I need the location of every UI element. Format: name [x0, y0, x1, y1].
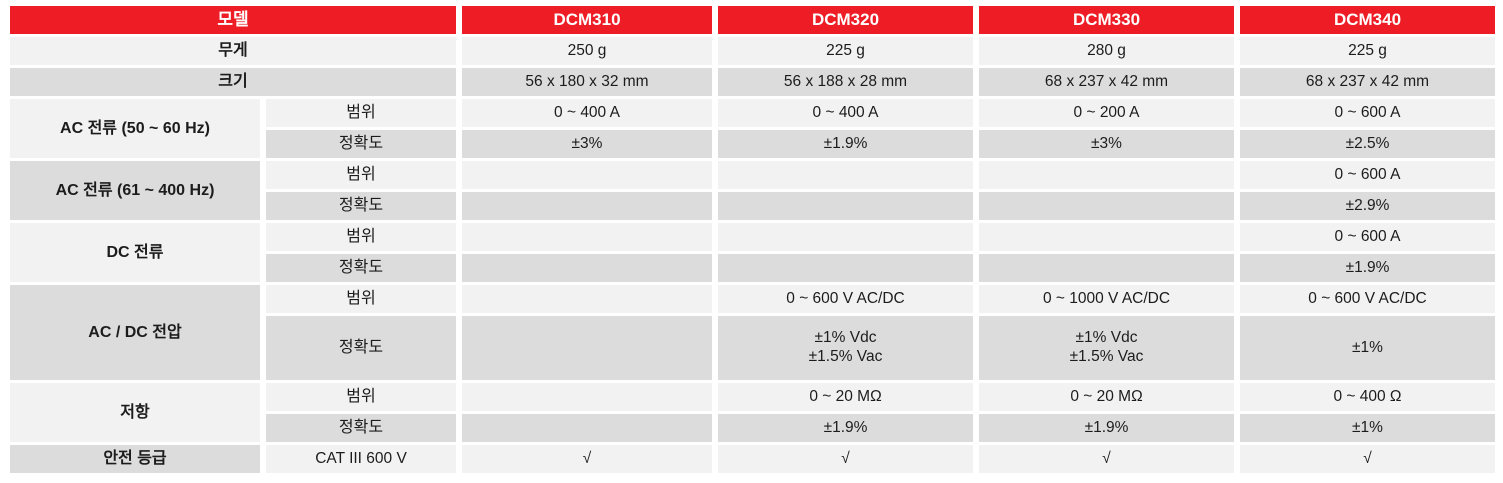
voltage-accuracy-dcm310	[462, 316, 712, 380]
ac400-accuracy-dcm310	[462, 192, 712, 220]
resistance-range-label: 범위	[266, 383, 456, 411]
ac400-accuracy-dcm330	[979, 192, 1234, 220]
resistance-range-dcm330: 0 ~ 20 MΩ	[979, 383, 1234, 411]
safety-check-dcm330: √	[979, 445, 1234, 473]
ac50-range-dcm310: 0 ~ 400 A	[462, 99, 712, 127]
ac400-range-dcm330	[979, 161, 1234, 189]
header-model-dcm340: DCM340	[1240, 6, 1495, 34]
voltage-accuracy-dcm320: ±1% Vdc ±1.5% Vac	[718, 316, 973, 380]
ac50-accuracy-dcm340: ±2.5%	[1240, 130, 1495, 158]
ac50-range-dcm340: 0 ~ 600 A	[1240, 99, 1495, 127]
ac50-range-label: 범위	[266, 99, 456, 127]
dc-range-label: 범위	[266, 223, 456, 251]
safety-check-dcm320: √	[718, 445, 973, 473]
resistance-accuracy-dcm320: ±1.9%	[718, 414, 973, 442]
resistance-accuracy-label: 정확도	[266, 414, 456, 442]
ac50-accuracy-label: 정확도	[266, 130, 456, 158]
resistance-range-dcm320: 0 ~ 20 MΩ	[718, 383, 973, 411]
voltage-range-dcm330: 0 ~ 1000 V AC/DC	[979, 285, 1234, 313]
size-value-dcm340: 68 x 237 x 42 mm	[1240, 68, 1495, 96]
resistance-range-dcm310	[462, 383, 712, 411]
weight-label: 무게	[10, 37, 456, 65]
group-label-ac-current-50-60hz: AC 전류 (50 ~ 60 Hz)	[10, 99, 260, 158]
voltage-accuracy-dcm340: ±1%	[1240, 316, 1495, 380]
safety-rating-label: 안전 등급	[10, 445, 260, 473]
ac400-accuracy-label: 정확도	[266, 192, 456, 220]
header-model-dcm320: DCM320	[718, 6, 973, 34]
size-value-dcm310: 56 x 180 x 32 mm	[462, 68, 712, 96]
voltage-accuracy-dcm330: ±1% Vdc ±1.5% Vac	[979, 316, 1234, 380]
voltage-range-dcm310	[462, 285, 712, 313]
group-label-dc-current: DC 전류	[10, 223, 260, 282]
safety-check-dcm310: √	[462, 445, 712, 473]
group-label-acdc-voltage: AC / DC 전압	[10, 285, 260, 380]
resistance-accuracy-dcm340: ±1%	[1240, 414, 1495, 442]
dc-accuracy-dcm310	[462, 254, 712, 282]
weight-value-dcm320: 225 g	[718, 37, 973, 65]
dc-range-dcm330	[979, 223, 1234, 251]
header-model-dcm330: DCM330	[979, 6, 1234, 34]
ac50-range-dcm330: 0 ~ 200 A	[979, 99, 1234, 127]
header-model-label: 모델	[10, 6, 456, 34]
spec-table: 모델 DCM310 DCM320 DCM330 DCM340 무게 250 g …	[10, 6, 1497, 473]
dc-range-dcm320	[718, 223, 973, 251]
ac400-range-dcm310	[462, 161, 712, 189]
ac400-accuracy-dcm340: ±2.9%	[1240, 192, 1495, 220]
size-value-dcm320: 56 x 188 x 28 mm	[718, 68, 973, 96]
ac400-range-label: 범위	[266, 161, 456, 189]
voltage-range-dcm340: 0 ~ 600 V AC/DC	[1240, 285, 1495, 313]
dc-accuracy-label: 정확도	[266, 254, 456, 282]
dc-range-dcm310	[462, 223, 712, 251]
ac400-range-dcm340: 0 ~ 600 A	[1240, 161, 1495, 189]
voltage-range-label: 범위	[266, 285, 456, 313]
group-label-resistance: 저항	[10, 383, 260, 442]
header-model-dcm310: DCM310	[462, 6, 712, 34]
ac50-accuracy-dcm310: ±3%	[462, 130, 712, 158]
dc-range-dcm340: 0 ~ 600 A	[1240, 223, 1495, 251]
voltage-range-dcm320: 0 ~ 600 V AC/DC	[718, 285, 973, 313]
size-label: 크기	[10, 68, 456, 96]
ac50-accuracy-dcm330: ±3%	[979, 130, 1234, 158]
dc-accuracy-dcm340: ±1.9%	[1240, 254, 1495, 282]
dc-accuracy-dcm330	[979, 254, 1234, 282]
resistance-accuracy-dcm310	[462, 414, 712, 442]
voltage-accuracy-label: 정확도	[266, 316, 456, 380]
weight-value-dcm310: 250 g	[462, 37, 712, 65]
size-value-dcm330: 68 x 237 x 42 mm	[979, 68, 1234, 96]
weight-value-dcm330: 280 g	[979, 37, 1234, 65]
ac50-range-dcm320: 0 ~ 400 A	[718, 99, 973, 127]
resistance-accuracy-dcm330: ±1.9%	[979, 414, 1234, 442]
safety-rating-category: CAT III 600 V	[266, 445, 456, 473]
dc-accuracy-dcm320	[718, 254, 973, 282]
ac50-accuracy-dcm320: ±1.9%	[718, 130, 973, 158]
group-label-ac-current-61-400hz: AC 전류 (61 ~ 400 Hz)	[10, 161, 260, 220]
ac400-range-dcm320	[718, 161, 973, 189]
safety-check-dcm340: √	[1240, 445, 1495, 473]
weight-value-dcm340: 225 g	[1240, 37, 1495, 65]
resistance-range-dcm340: 0 ~ 400 Ω	[1240, 383, 1495, 411]
ac400-accuracy-dcm320	[718, 192, 973, 220]
